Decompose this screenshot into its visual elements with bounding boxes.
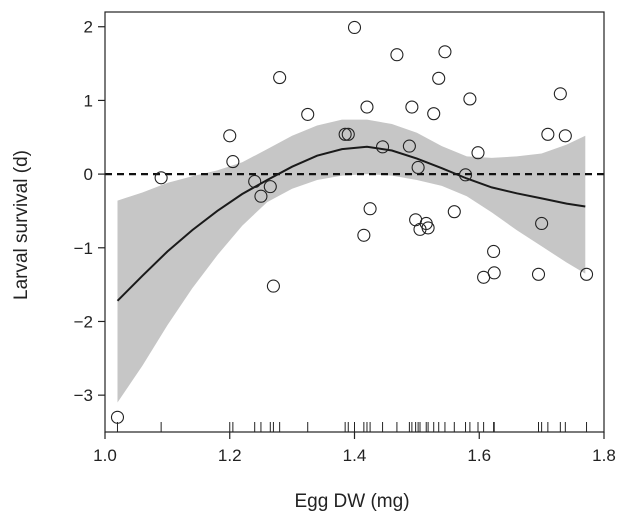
y-tick-label: 1 — [84, 91, 93, 110]
data-point — [390, 48, 404, 62]
data-point — [376, 140, 390, 154]
y-tick-label: −2 — [74, 312, 93, 331]
data-point — [471, 146, 485, 160]
y-tick-label: 0 — [84, 165, 93, 184]
y-tick-label: −3 — [74, 386, 93, 405]
data-point — [263, 180, 277, 194]
fitted-curve — [116, 145, 586, 302]
data-point — [347, 20, 362, 35]
data-point — [447, 205, 461, 219]
x-tick-label: 1.4 — [343, 446, 367, 465]
y-tick-label: −1 — [74, 239, 93, 258]
data-point — [531, 267, 546, 281]
data-point — [254, 189, 268, 203]
data-points — [110, 20, 594, 424]
y-axis-label: Larval survival (d) — [11, 150, 32, 300]
data-point — [405, 100, 419, 114]
data-point — [487, 266, 501, 280]
x-axis-label: Egg DW (mg) — [294, 491, 409, 512]
data-point — [338, 127, 352, 141]
x-tick-label: 1.0 — [93, 446, 117, 465]
data-point — [558, 129, 572, 143]
x-tick-label: 1.6 — [467, 446, 491, 465]
data-point — [357, 228, 371, 242]
data-point — [421, 221, 435, 235]
data-point — [363, 202, 377, 216]
confidence-band — [117, 119, 586, 403]
data-point — [266, 279, 280, 293]
data-point — [110, 410, 125, 424]
data-point — [301, 107, 315, 121]
data-point — [154, 171, 168, 185]
data-point — [579, 267, 594, 281]
data-point — [223, 129, 237, 143]
data-point — [432, 71, 446, 85]
y-axis: −3 −2 −1 0 1 2 — [74, 18, 105, 405]
x-tick-label: 1.8 — [592, 446, 616, 465]
data-point — [438, 45, 452, 59]
data-point — [402, 139, 416, 153]
x-axis: 1.0 1.2 1.4 1.6 1.8 — [93, 432, 616, 465]
data-point — [553, 87, 567, 101]
data-point — [458, 168, 473, 182]
data-point — [248, 174, 262, 189]
data-point — [411, 160, 425, 175]
data-point — [273, 71, 287, 85]
data-point — [341, 127, 355, 141]
rug-ticks — [116, 422, 588, 432]
data-point — [427, 107, 441, 121]
data-point — [226, 155, 240, 169]
data-point — [463, 92, 477, 106]
data-point — [360, 100, 374, 114]
data-point — [541, 127, 555, 141]
data-point — [535, 216, 549, 231]
x-tick-label: 1.2 — [218, 446, 242, 465]
data-point — [487, 244, 501, 259]
y-tick-label: 2 — [84, 18, 93, 37]
